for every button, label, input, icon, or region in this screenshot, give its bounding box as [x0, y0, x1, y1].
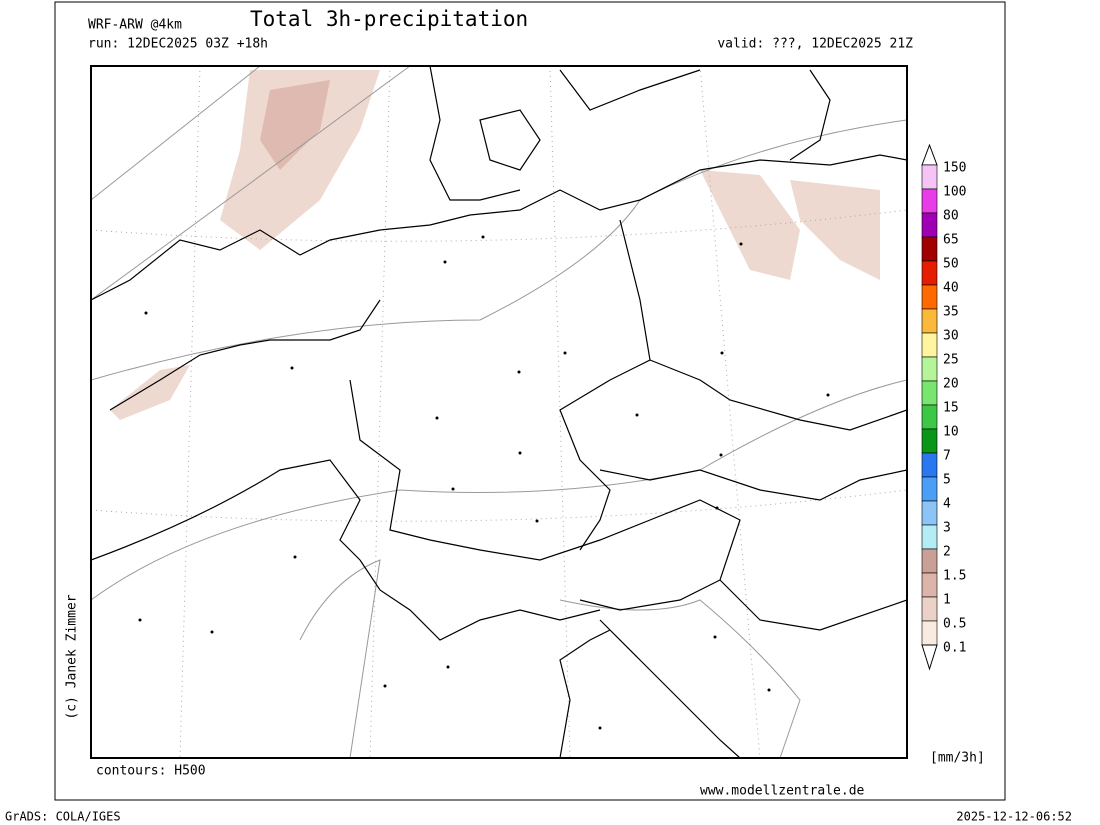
title: Total 3h-precipitation [250, 7, 528, 31]
colorbar-label: 1 [943, 593, 951, 608]
colorbar-label: 35 [943, 305, 959, 320]
colorbar-label: 0.5 [943, 617, 966, 632]
colorbar-label: 20 [943, 377, 959, 392]
colorbar-box [921, 500, 938, 526]
colorbar-box [921, 428, 938, 454]
colorbar-box [921, 284, 938, 310]
timestamp: 2025-12-12-06:52 [956, 810, 1072, 824]
colorbar-box [921, 308, 938, 334]
model-label: WRF-ARW @4km [88, 18, 182, 33]
map-frame [90, 65, 908, 759]
colorbar-label: 1.5 [943, 569, 966, 584]
colorbar-label: 50 [943, 257, 959, 272]
plot-frame [54, 1, 1006, 801]
precip-areas [110, 70, 880, 420]
colorbar-box [921, 188, 938, 214]
credit: (c) Janek Zimmer [65, 594, 80, 719]
colorbar-box [921, 404, 938, 430]
colorbar-label: 10 [943, 425, 959, 440]
valid-label: valid: ???, 12DEC2025 21Z [717, 37, 913, 52]
colorbar-box [921, 476, 938, 502]
colorbar-box [921, 572, 938, 598]
colorbar-label: 150 [943, 161, 966, 176]
software-label: GrADS: COLA/IGES [5, 810, 121, 824]
colorbar-label: 100 [943, 185, 966, 200]
graticule [91, 66, 907, 758]
colorbar-box [921, 548, 938, 574]
website: www.modellzentrale.de [700, 784, 865, 799]
colorbar-label: 3 [943, 521, 951, 536]
colorbar-label: 7 [943, 449, 951, 464]
colorbar-label: 30 [943, 329, 959, 344]
h500-contours [91, 66, 907, 758]
colorbar: 150 100 80 65 50 40 35 30 25 20 15 10 7 5 4 3 2 1.5 1 0.5 0.… [921, 143, 966, 671]
colorbar-label: 2 [943, 545, 951, 560]
colorbar-box [921, 356, 938, 382]
colorbar-box [921, 596, 938, 622]
colorbar-box [921, 236, 938, 262]
colorbar-box [921, 332, 938, 358]
borders [91, 66, 907, 758]
cities [138, 235, 830, 730]
colorbar-label: 65 [943, 233, 959, 248]
colorbar-box [921, 380, 938, 406]
colorbar-bottom-arrow [921, 644, 938, 671]
map [90, 65, 908, 759]
colorbar-label: 0.1 [943, 641, 966, 656]
colorbar-label: 5 [943, 473, 951, 488]
colorbar-box [921, 260, 938, 286]
colorbar-box [921, 164, 938, 190]
colorbar-label: 80 [943, 209, 959, 224]
colorbar-label: 15 [943, 401, 959, 416]
colorbar-box [921, 620, 938, 646]
colorbar-label: 25 [943, 353, 959, 368]
contours-label: contours: H500 [96, 764, 206, 779]
colorbar-box [921, 212, 938, 238]
legend-unit: [mm/3h] [930, 751, 985, 766]
colorbar-box [921, 452, 938, 478]
colorbar-label: 4 [943, 497, 951, 512]
colorbar-label: 40 [943, 281, 959, 296]
run-label: run: 12DEC2025 03Z +18h [88, 37, 268, 52]
colorbar-box [921, 524, 938, 550]
